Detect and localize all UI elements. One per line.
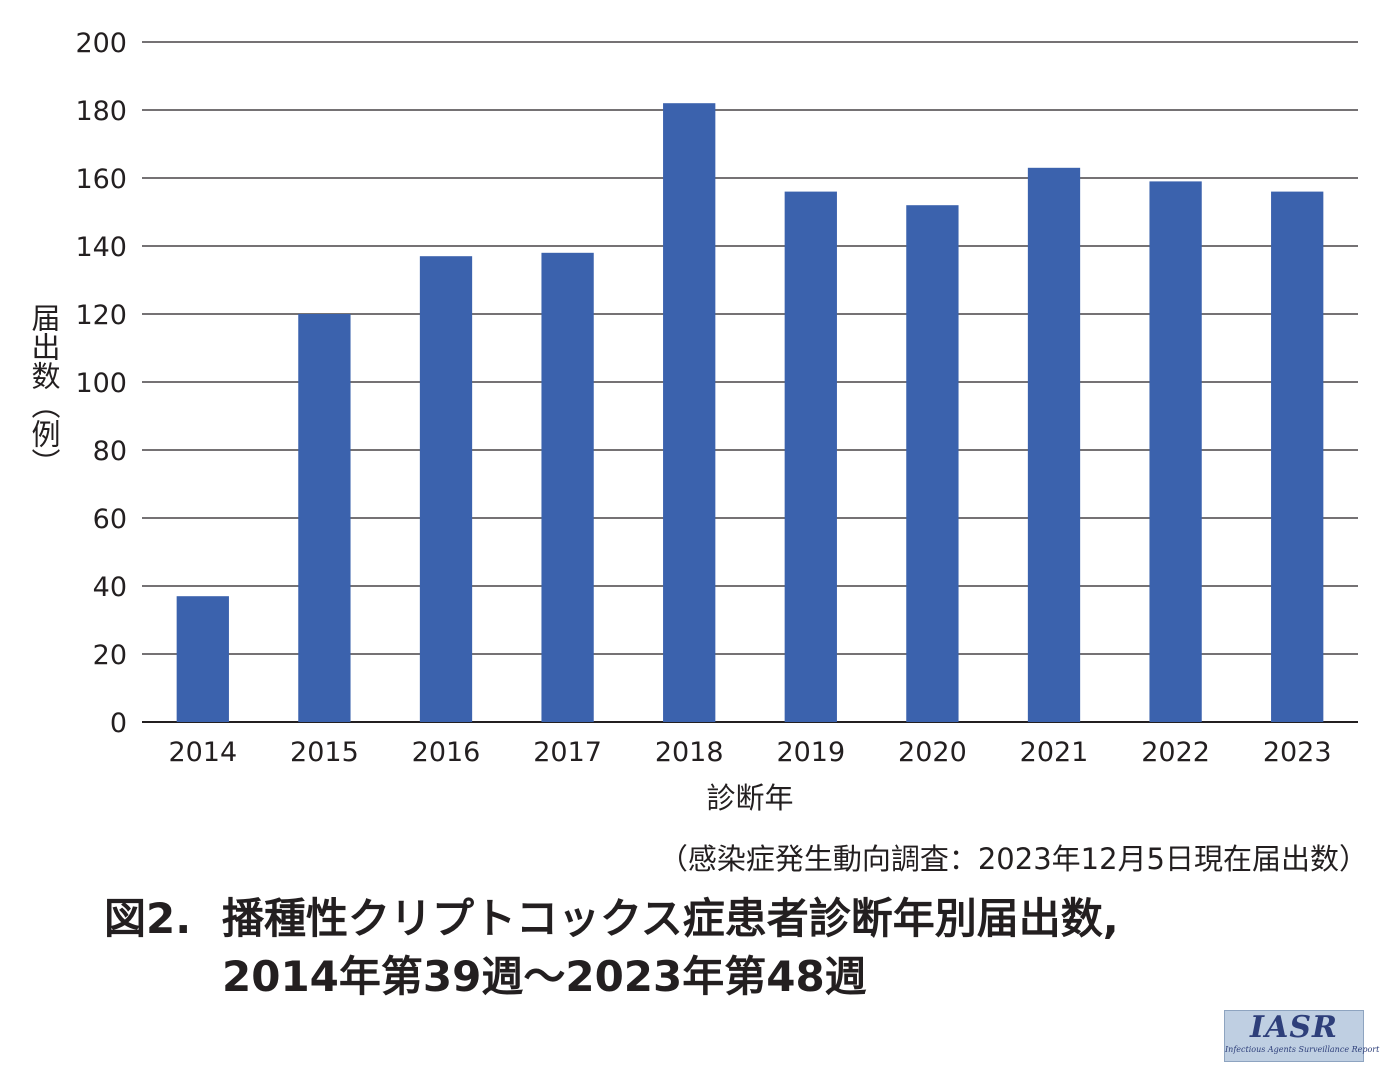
bar-chart: 0 20 40 60 80 100 120 140 160 180 200 2014 2015 2016… [27,28,1358,815]
bar-2020 [906,205,959,722]
caption-line-2: 2014年第39週～2023年第48週 [222,952,867,1001]
x-tick-label: 2020 [898,737,967,768]
x-tick-label: 2018 [655,737,724,768]
caption-line-1: 図2. 播種性クリプトコックス症患者診断年別届出数, [104,890,1119,948]
y-tick-label: 0 [110,708,127,739]
bar-2016 [419,256,473,722]
y-tick-label: 160 [75,164,127,195]
y-tick-label: 140 [75,232,127,263]
y-tick-label: 100 [75,368,127,399]
iasr-logo: IASR Infectious Agents Surveillance Repo… [1224,1010,1380,1062]
x-tick-label: 2019 [776,737,845,768]
figure-number: 図2. [104,894,192,943]
bar-2019 [784,191,837,723]
y-tick-label: 20 [93,640,127,671]
figure-caption: 図2. 播種性クリプトコックス症患者診断年別届出数, 2014年第39週～2023… [104,890,1119,1006]
y-tick-label: 80 [93,436,127,467]
bars [176,103,1324,723]
y-tick-label: 40 [93,572,127,603]
x-tick-label: 2021 [1020,737,1089,768]
x-tick-label: 2023 [1263,737,1332,768]
caption-title: 播種性クリプトコックス症患者診断年別届出数, [222,894,1119,943]
bar-2023 [1271,191,1324,723]
bar-2021 [1027,167,1081,723]
x-tick-label: 2022 [1141,737,1210,768]
bar-2018 [663,103,716,722]
x-axis-label: 診断年 [706,781,793,815]
bar-2022 [1149,181,1202,722]
bar-2017 [541,252,594,723]
x-axis-ticks: 2014 2015 2016 2017 2018 2019 2020 2021 2022 2023 [168,737,1331,768]
y-axis-ticks: 0 20 40 60 80 100 120 140 160 180 200 [75,28,127,739]
source-note: （感染症発生動向調査：2023年12月5日現在届出数） [658,842,1368,876]
bar-2015 [298,314,351,722]
y-tick-label: 120 [75,300,127,331]
x-tick-label: 2014 [168,737,237,768]
logo-subtext: Infectious Agents Surveillance Report [1225,1045,1380,1054]
bar-2014 [176,596,229,722]
y-tick-label: 180 [75,96,127,127]
y-tick-label: 200 [75,28,127,59]
x-tick-label: 2017 [533,737,602,768]
logo-text: IASR [1250,1010,1338,1045]
x-tick-label: 2015 [290,737,359,768]
y-tick-label: 60 [93,504,127,535]
y-axis-label: 届出数（例） [27,303,61,477]
x-tick-label: 2016 [412,737,481,768]
